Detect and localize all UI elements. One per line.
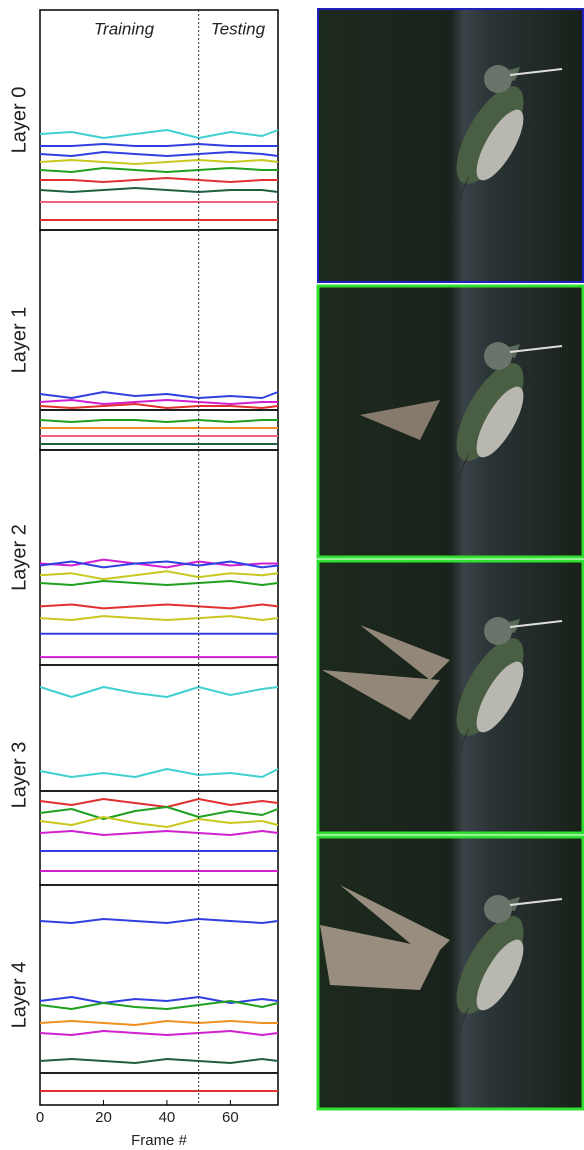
series-line [40, 168, 278, 172]
series-line [40, 687, 278, 697]
series-line [40, 404, 278, 408]
series-line [40, 188, 278, 192]
y-axis-label: Layer 4 [8, 962, 30, 1029]
series-line [40, 799, 278, 807]
plot-frame [40, 230, 278, 450]
series-line [40, 769, 278, 777]
figure: Layer 0 Training Testing Layer 1 Layer 2 Laye… [0, 0, 584, 1150]
series-line [40, 400, 278, 404]
series-line [40, 807, 278, 819]
y-axis-label: Layer 3 [8, 742, 30, 809]
x-tick-label: 60 [222, 1109, 239, 1126]
series-line [40, 1059, 278, 1063]
x-tick-label: 20 [95, 1109, 112, 1126]
series-line [40, 581, 278, 585]
series-line [40, 1021, 278, 1025]
series-line [40, 997, 278, 1003]
series-line [40, 571, 278, 579]
photo-panel [318, 9, 583, 1109]
photo [318, 561, 583, 833]
series-line [40, 1031, 278, 1035]
y-axis-label: Layer 0 [8, 87, 30, 154]
x-tick-label: 0 [36, 1109, 44, 1126]
series-line [40, 919, 278, 923]
series-line [40, 130, 278, 138]
y-axis-label: Layer 2 [8, 524, 30, 591]
series-line [40, 831, 278, 835]
x-tick-label: 40 [159, 1109, 176, 1126]
series-line [40, 178, 278, 182]
series-line [40, 160, 278, 164]
photo [318, 9, 583, 282]
series-line [40, 420, 278, 422]
annotation: Testing [211, 19, 266, 38]
series-line [40, 817, 278, 827]
plot-frame [40, 10, 278, 230]
y-axis-label: Layer 1 [8, 307, 30, 374]
series-line [40, 152, 278, 156]
series-line [40, 605, 278, 609]
photo [318, 286, 583, 557]
x-axis-label: Frame # [131, 1132, 188, 1149]
series-line [40, 392, 278, 398]
series-line [40, 616, 278, 620]
series-line [40, 144, 278, 146]
page: Layer 0 Training Testing Layer 1 Layer 2 Laye… [0, 0, 584, 1150]
annotation: Training [94, 19, 155, 38]
